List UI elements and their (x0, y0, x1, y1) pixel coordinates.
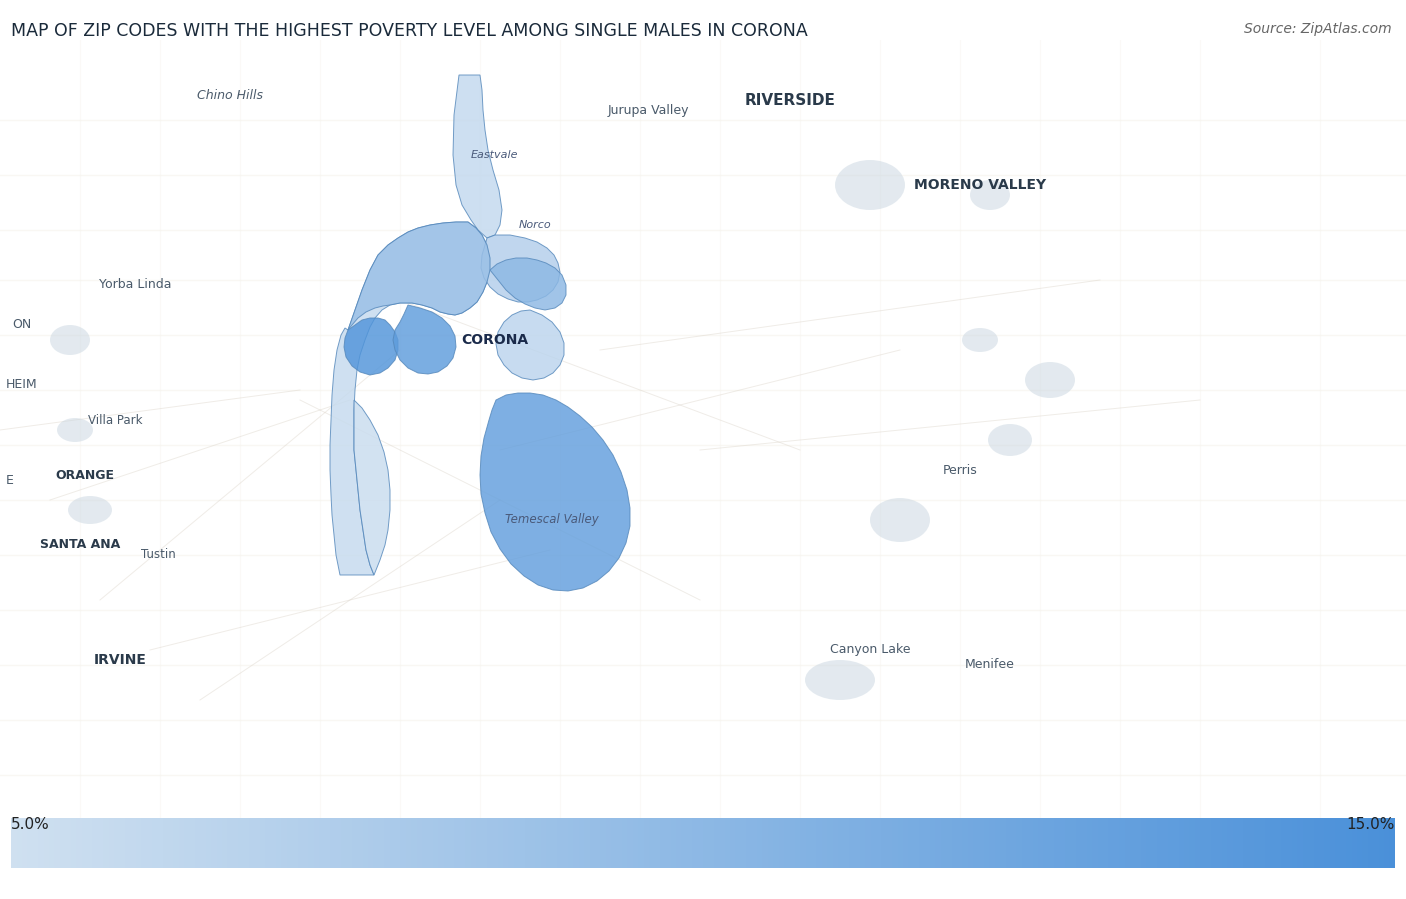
Text: Jurupa Valley: Jurupa Valley (607, 103, 689, 117)
Ellipse shape (1025, 362, 1076, 398)
Text: E: E (6, 474, 14, 486)
Ellipse shape (835, 160, 905, 210)
Ellipse shape (67, 496, 112, 524)
Polygon shape (491, 258, 567, 310)
Text: ORANGE: ORANGE (55, 468, 114, 482)
Text: RIVERSIDE: RIVERSIDE (745, 93, 835, 108)
Polygon shape (496, 310, 564, 380)
Polygon shape (349, 222, 491, 330)
Text: MORENO VALLEY: MORENO VALLEY (914, 178, 1046, 192)
Text: 15.0%: 15.0% (1347, 816, 1395, 832)
Text: 5.0%: 5.0% (11, 816, 51, 832)
Text: Temescal Valley: Temescal Valley (505, 513, 599, 527)
Text: Eastvale: Eastvale (470, 150, 517, 160)
Polygon shape (453, 75, 502, 238)
Ellipse shape (970, 180, 1010, 210)
Text: Menifee: Menifee (965, 658, 1015, 672)
Text: Villa Park: Villa Park (87, 414, 142, 426)
Ellipse shape (988, 424, 1032, 456)
Text: ON: ON (13, 318, 31, 332)
Text: CORONA: CORONA (461, 333, 529, 347)
Text: Canyon Lake: Canyon Lake (830, 644, 910, 656)
Text: IRVINE: IRVINE (94, 653, 146, 667)
Ellipse shape (58, 418, 93, 442)
Text: MAP OF ZIP CODES WITH THE HIGHEST POVERTY LEVEL AMONG SINGLE MALES IN CORONA: MAP OF ZIP CODES WITH THE HIGHEST POVERT… (11, 22, 808, 40)
Ellipse shape (870, 498, 929, 542)
Polygon shape (394, 305, 456, 374)
Ellipse shape (806, 660, 875, 700)
Ellipse shape (962, 328, 998, 352)
Text: Perris: Perris (942, 464, 977, 476)
Polygon shape (330, 222, 491, 575)
Text: HEIM: HEIM (6, 378, 38, 391)
Text: Tustin: Tustin (141, 548, 176, 562)
Text: Norco: Norco (519, 220, 551, 230)
Polygon shape (481, 235, 560, 302)
Polygon shape (354, 400, 389, 575)
Ellipse shape (51, 325, 90, 355)
Text: Chino Hills: Chino Hills (197, 88, 263, 102)
Polygon shape (344, 318, 398, 375)
Polygon shape (479, 393, 630, 591)
Text: SANTA ANA: SANTA ANA (39, 539, 120, 551)
Text: Source: ZipAtlas.com: Source: ZipAtlas.com (1244, 22, 1392, 37)
Text: Yorba Linda: Yorba Linda (98, 279, 172, 291)
